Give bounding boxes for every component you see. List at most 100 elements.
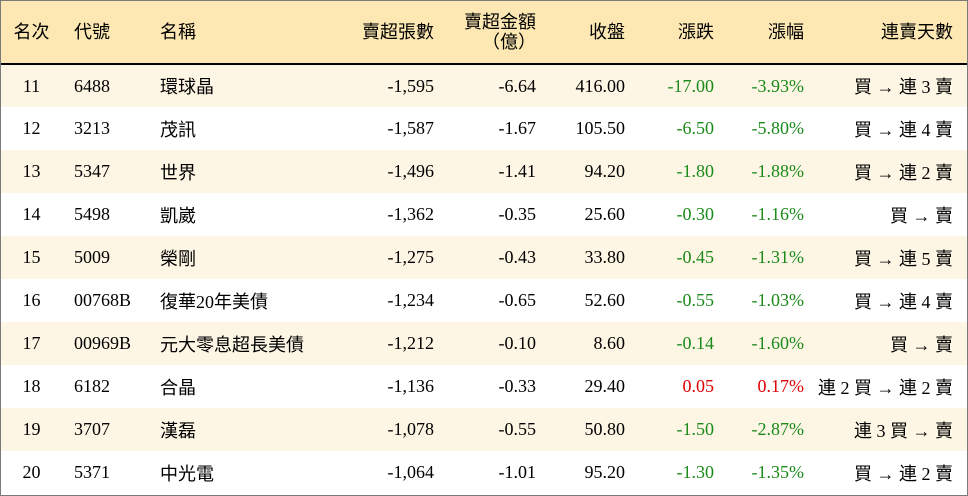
sell-excess-qty-cell: -1,275 xyxy=(387,247,435,267)
header-row: 名次 代號 名稱 賣超張數 賣超金額 （億） 收盤 漲跌 漲幅 連賣天數 xyxy=(1,1,967,65)
change-pct-cell: -5.80% xyxy=(751,118,805,138)
rank-cell: 20 xyxy=(22,462,41,482)
code-cell: 5009 xyxy=(74,247,110,267)
sell-excess-amount-cell: -0.65 xyxy=(498,290,537,310)
change-pct-cell: -1.60% xyxy=(751,333,805,353)
code-cell: 6182 xyxy=(74,376,110,396)
change-cell: -1.50 xyxy=(676,419,715,439)
header-change-pct[interactable]: 漲幅 xyxy=(714,1,804,65)
header-sell-excess-amount[interactable]: 賣超金額 （億） xyxy=(434,1,536,65)
table-row[interactable]: 14 5498 凱崴 -1,362 -0.35 25.60 -0.30 -1.16% 買 → 賣 xyxy=(1,193,967,236)
consecutive-days-cell: 買 → 連 4 賣 xyxy=(854,119,953,140)
change-pct-cell: -1.88% xyxy=(751,161,805,181)
sell-excess-amount-cell: -0.35 xyxy=(498,204,537,224)
rank-cell: 15 xyxy=(22,247,41,267)
change-pct-cell: -1.31% xyxy=(751,247,805,267)
header-consecutive-days[interactable]: 連賣天數 xyxy=(804,1,967,65)
close-price-cell: 50.80 xyxy=(584,419,626,439)
consecutive-days-cell: 連 3 買 → 賣 xyxy=(854,420,953,441)
name-cell: 復華20年美債 xyxy=(160,291,268,312)
table-row[interactable]: 16 00768B 復華20年美債 -1,234 -0.65 52.60 -0.55 -1.0… xyxy=(1,279,967,322)
table-row[interactable]: 11 6488 環球晶 -1,595 -6.64 416.00 -17.00 -3.93% 買 … xyxy=(1,64,967,107)
rank-cell: 14 xyxy=(22,204,41,224)
code-cell: 5347 xyxy=(74,161,110,181)
name-cell: 環球晶 xyxy=(160,77,214,97)
change-cell: -0.30 xyxy=(676,204,715,224)
change-cell: -1.80 xyxy=(676,161,715,181)
table-row[interactable]: 20 5371 中光電 -1,064 -1.01 95.20 -1.30 -1.35% 買 → … xyxy=(1,451,967,494)
sell-excess-amount-cell: -6.64 xyxy=(498,75,537,96)
table-row[interactable]: 17 00969B 元大零息超長美債 -1,212 -0.10 8.60 -0.14 -1.6… xyxy=(1,322,967,365)
header-sell-excess-amount-unit: （億） xyxy=(482,32,536,52)
close-price-cell: 33.80 xyxy=(584,247,626,267)
close-price-cell: 52.60 xyxy=(584,290,626,310)
sell-excess-qty-cell: -1,078 xyxy=(387,419,435,439)
table-header: 名次 代號 名稱 賣超張數 賣超金額 （億） 收盤 漲跌 漲幅 連賣天數 xyxy=(1,1,967,65)
name-cell: 合晶 xyxy=(160,377,196,398)
code-cell: 00768B xyxy=(74,290,132,310)
consecutive-days-cell: 買 → 連 2 賣 xyxy=(854,162,953,183)
sell-excess-amount-cell: -1.67 xyxy=(498,118,537,138)
header-close[interactable]: 收盤 xyxy=(536,1,625,65)
sell-excess-amount-cell: -1.41 xyxy=(498,161,537,181)
rank-cell: 12 xyxy=(22,118,41,138)
close-price-cell: 94.20 xyxy=(584,161,626,181)
close-price-cell: 95.20 xyxy=(584,462,626,482)
rank-cell: 17 xyxy=(22,333,41,353)
close-price-cell: 29.40 xyxy=(584,376,626,396)
change-cell: -0.55 xyxy=(676,290,715,310)
change-cell: -17.00 xyxy=(667,75,715,96)
sell-excess-qty-cell: -1,064 xyxy=(387,462,435,482)
name-cell: 凱崴 xyxy=(160,205,196,226)
sell-excess-qty-cell: -1,362 xyxy=(387,204,435,224)
header-code[interactable]: 代號 xyxy=(62,1,154,65)
consecutive-days-cell: 買 → 賣 xyxy=(890,205,953,226)
close-price-cell: 105.50 xyxy=(575,118,626,138)
rank-cell: 16 xyxy=(22,290,41,310)
header-rank[interactable]: 名次 xyxy=(1,1,62,65)
sell-excess-qty-cell: -1,595 xyxy=(387,75,435,96)
header-sell-excess-qty[interactable]: 賣超張數 xyxy=(333,1,434,65)
consecutive-days-cell: 買 → 連 4 賣 xyxy=(854,291,953,312)
name-cell: 漢磊 xyxy=(160,420,196,441)
code-cell: 3707 xyxy=(74,419,110,439)
table-row[interactable]: 19 3707 漢磊 -1,078 -0.55 50.80 -1.50 -2.87% 連 3 買… xyxy=(1,408,967,451)
rank-cell: 11 xyxy=(22,75,41,96)
rank-cell: 13 xyxy=(22,161,41,181)
sell-excess-amount-cell: -0.10 xyxy=(498,333,537,353)
change-pct-cell: 0.17% xyxy=(757,376,805,396)
change-cell: -6.50 xyxy=(676,118,715,138)
table-row[interactable]: 13 5347 世界 -1,496 -1.41 94.20 -1.80 -1.88% 買 → 連… xyxy=(1,150,967,193)
change-cell: -0.14 xyxy=(676,333,715,353)
close-price-cell: 25.60 xyxy=(584,204,626,224)
change-pct-cell: -1.03% xyxy=(751,290,805,310)
change-pct-cell: -1.16% xyxy=(751,204,805,224)
header-sell-excess-amount-line1: 賣超金額 xyxy=(464,12,536,32)
consecutive-days-cell: 買 → 賣 xyxy=(890,334,953,355)
change-pct-cell: -2.87% xyxy=(751,419,805,439)
code-cell: 3213 xyxy=(74,118,110,138)
table-row[interactable]: 18 6182 合晶 -1,136 -0.33 29.40 0.05 0.17% 連 2 買 →… xyxy=(1,365,967,408)
table-row[interactable]: 12 3213 茂訊 -1,587 -1.67 105.50 -6.50 -5.80% 買 → … xyxy=(1,107,967,150)
change-cell: -1.30 xyxy=(676,462,715,482)
change-pct-cell: -3.93% xyxy=(751,75,805,96)
sell-excess-amount-cell: -0.55 xyxy=(498,419,537,439)
header-name[interactable]: 名稱 xyxy=(154,1,333,65)
change-pct-cell: -1.35% xyxy=(751,462,805,482)
name-cell: 茂訊 xyxy=(160,119,196,140)
sell-excess-qty-cell: -1,136 xyxy=(387,376,435,396)
consecutive-days-cell: 買 → 連 2 賣 xyxy=(854,463,953,484)
close-price-cell: 416.00 xyxy=(575,75,626,96)
code-cell: 6488 xyxy=(74,75,110,96)
table-row[interactable]: 15 5009 榮剛 -1,275 -0.43 33.80 -0.45 -1.31% 買 → 連… xyxy=(1,236,967,279)
sell-excess-qty-cell: -1,587 xyxy=(387,118,435,138)
sell-excess-qty-cell: -1,496 xyxy=(387,161,435,181)
name-cell: 中光電 xyxy=(160,463,214,484)
rank-cell: 19 xyxy=(22,419,41,439)
header-change[interactable]: 漲跌 xyxy=(625,1,714,65)
change-cell: 0.05 xyxy=(682,376,715,396)
consecutive-days-cell: 買 → 連 5 賣 xyxy=(854,248,953,269)
code-cell: 00969B xyxy=(74,333,132,353)
sell-excess-amount-cell: -0.43 xyxy=(498,247,537,267)
table-body: 11 6488 環球晶 -1,595 -6.64 416.00 -17.00 -3.93% 買 … xyxy=(1,64,967,494)
